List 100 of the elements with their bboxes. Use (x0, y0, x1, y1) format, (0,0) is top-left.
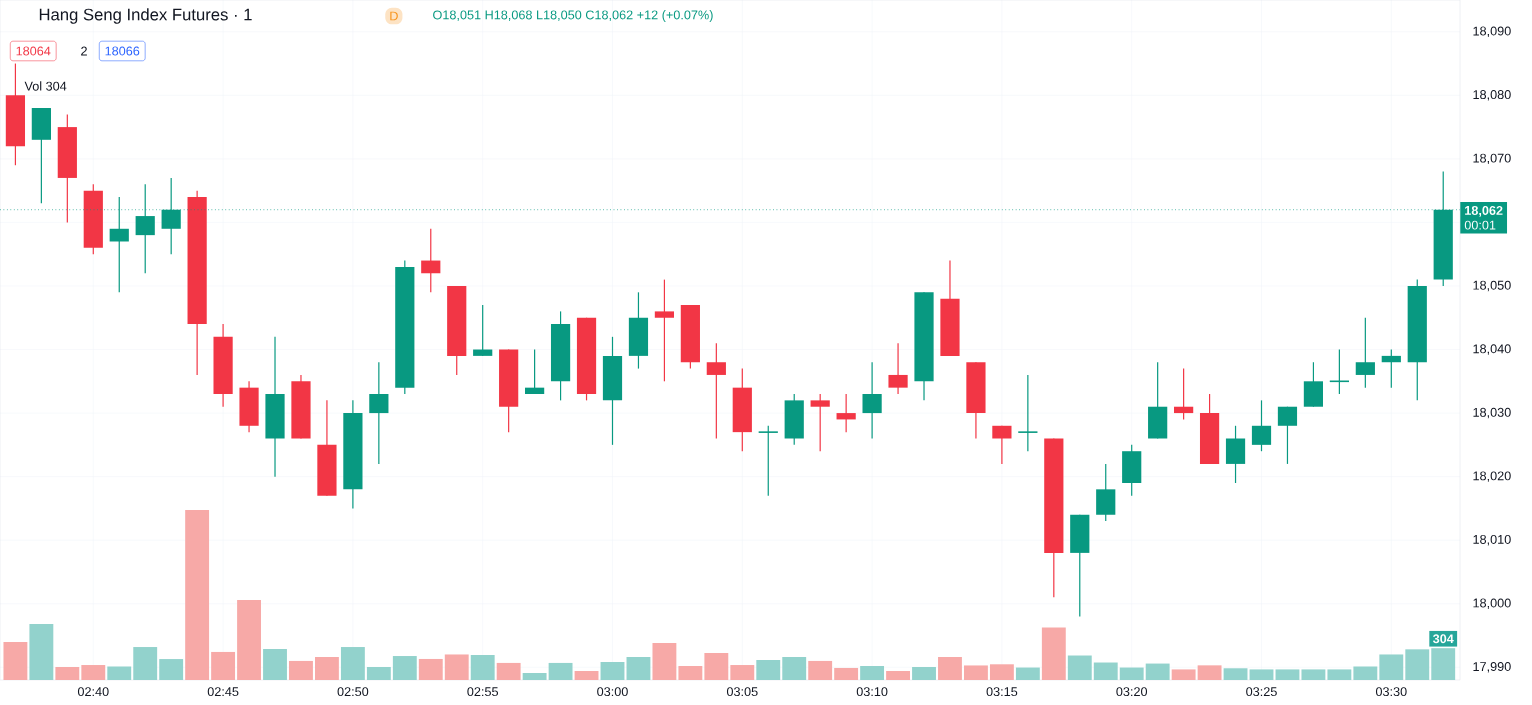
x-tick-label: 03:15 (986, 687, 1018, 697)
text: 00:01 (1464, 220, 1496, 230)
bar (1379, 654, 1404, 680)
bar (29, 624, 54, 680)
bar (289, 660, 313, 680)
bar (652, 642, 677, 680)
y-tick-label: 18,050 (1473, 280, 1511, 292)
bar (211, 651, 236, 680)
y-tick-label: 18,090 (1473, 26, 1511, 38)
bar (730, 665, 755, 680)
bar (1275, 669, 1300, 680)
candlestick (810, 393, 830, 452)
bar (1119, 667, 1144, 680)
candlestick (1355, 317, 1375, 389)
bar (340, 647, 365, 680)
bar (1093, 662, 1118, 680)
annotation: 2 (81, 46, 87, 56)
bar (1327, 669, 1352, 680)
candlestick (1277, 406, 1298, 465)
bar (159, 659, 184, 680)
bar (1223, 668, 1248, 680)
candlestick (369, 361, 389, 465)
annotation: 18064 (16, 46, 51, 56)
bar (1171, 669, 1196, 680)
bar (964, 665, 988, 680)
candlestick (862, 361, 882, 440)
bar (1197, 665, 1222, 680)
candlestick (992, 425, 1012, 465)
bar (1145, 663, 1170, 680)
bar (756, 660, 781, 680)
data-label: 304 (1432, 634, 1454, 644)
x-tick-label: 03:05 (726, 687, 758, 697)
x-tick-label: 02:40 (77, 687, 109, 697)
candlestick (1381, 348, 1401, 389)
bar (496, 662, 521, 680)
candlestick (525, 348, 545, 395)
candlestick (1251, 399, 1272, 452)
candlestick (1017, 374, 1039, 452)
candlestick (757, 425, 779, 497)
candlestick (421, 228, 441, 293)
bar (678, 665, 703, 680)
bar (704, 652, 729, 680)
x-tick-label: 03:10 (856, 687, 888, 697)
y-tick-label: 18,000 (1473, 598, 1511, 609)
bar (938, 656, 962, 680)
annotation: 18066 (105, 46, 140, 56)
bar (314, 656, 339, 680)
bar (81, 665, 106, 680)
y-tick-label: 17,990 (1473, 662, 1511, 673)
bar (55, 667, 80, 680)
x-tick-label: 02:50 (337, 687, 369, 697)
bar (1067, 655, 1092, 680)
y-tick-label: 18,070 (1473, 153, 1511, 165)
x-tick-label: 03:20 (1116, 687, 1148, 697)
bar (185, 509, 210, 680)
x-tick-label: 02:45 (207, 687, 239, 697)
bar (1353, 666, 1378, 680)
candlestick (888, 342, 908, 395)
bar (237, 599, 261, 680)
bar (263, 649, 287, 680)
x-tick-label: 03:25 (1246, 687, 1277, 697)
candlestick (1174, 367, 1194, 421)
bar (626, 656, 651, 680)
bar (1301, 669, 1326, 680)
candlestick (1328, 348, 1350, 395)
bar (600, 661, 625, 680)
bar (1249, 669, 1274, 680)
bar (1405, 649, 1430, 680)
bar (912, 667, 936, 680)
bar (522, 672, 547, 680)
annotation: Vol 304 (24, 81, 67, 91)
bar (860, 665, 885, 680)
annotation: D (390, 11, 398, 21)
bar (3, 642, 28, 680)
bar (548, 662, 573, 680)
candlestick (706, 342, 726, 440)
bar (366, 667, 391, 680)
bar (989, 664, 1014, 680)
x-tick-label: 03:00 (597, 687, 628, 697)
chart-title: Hang Seng Index Futures · 1 (39, 8, 252, 24)
bar (1015, 667, 1040, 680)
bar (574, 670, 599, 680)
annotation: O18,051 H18,068 L18,050 C18,062 +12 (+0.07%) (433, 10, 713, 22)
x-tick-label: 03:30 (1375, 687, 1407, 697)
bar (444, 654, 469, 680)
bar (470, 654, 495, 680)
x-tick-label: 02:55 (467, 687, 499, 697)
bar (782, 656, 807, 680)
y-tick-label: 18,080 (1473, 90, 1511, 101)
y-tick-label: 18,020 (1473, 471, 1511, 482)
candlestick (654, 279, 675, 382)
y-tick-label: 18,040 (1473, 344, 1511, 355)
y-tick-label: 18,010 (1473, 534, 1511, 546)
candlestick (473, 304, 493, 357)
bar (133, 647, 158, 680)
y-tick-label: 18,030 (1473, 407, 1511, 419)
bar (107, 666, 132, 680)
bar (418, 658, 443, 680)
bar (392, 656, 417, 680)
bar (886, 670, 910, 680)
